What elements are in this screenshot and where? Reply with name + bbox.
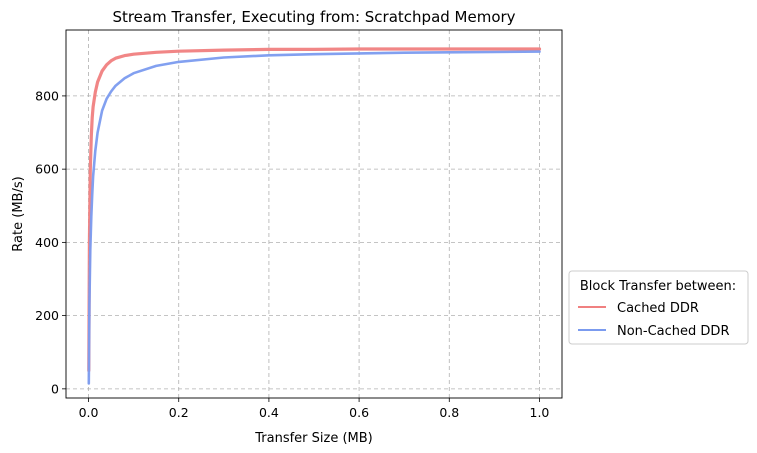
x-tick-label: 0.8: [439, 405, 459, 420]
x-axis-label: Transfer Size (MB): [254, 431, 373, 446]
x-tick-label: 0.4: [259, 405, 279, 420]
legend-label-non-cached-ddr: Non-Cached DDR: [617, 324, 729, 339]
ticks: 0.0 0.2 0.4 0.6 0.8 1.0 0 200 400 600 800: [35, 88, 549, 420]
series-lines: [87, 47, 542, 385]
legend-box: [568, 270, 749, 345]
y-axis-label: Rate (MB/s): [11, 176, 26, 251]
x-tick-label: 0.0: [79, 405, 99, 420]
legend-label-cached-ddr: Cached DDR: [617, 301, 699, 316]
x-tick-label: 1.0: [530, 405, 550, 420]
y-tick-label: 0: [51, 381, 59, 396]
series-line-non-cached-ddr: [87, 50, 541, 385]
legend: Block Transfer between: Cached DDR Non-C…: [568, 270, 749, 345]
x-tick-label: 0.6: [349, 405, 369, 420]
grid: [66, 30, 562, 398]
plot-frame: [65, 29, 563, 399]
y-tick-label: 200: [35, 308, 59, 323]
chart-title: Stream Transfer, Executing from: Scratch…: [112, 8, 515, 26]
legend-title: Block Transfer between:: [580, 279, 736, 294]
series-line-cached-ddr: [87, 47, 542, 373]
y-tick-label: 800: [35, 88, 59, 103]
y-tick-label: 600: [35, 162, 59, 177]
x-tick-label: 0.2: [169, 405, 189, 420]
y-tick-label: 400: [35, 235, 59, 250]
